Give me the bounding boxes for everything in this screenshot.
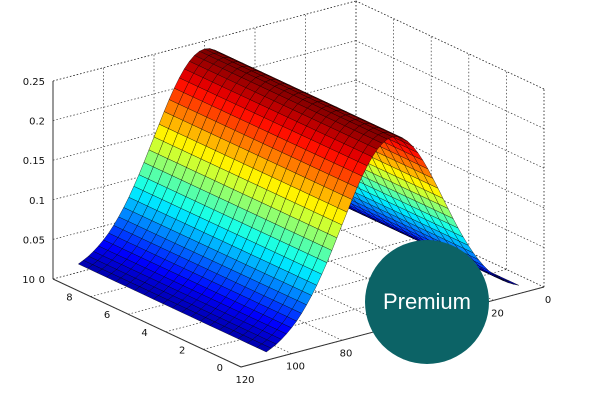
y-tick-label: 10 <box>22 275 35 286</box>
premium-badge: Premium <box>365 240 489 364</box>
x-tick-label: 100 <box>286 362 305 373</box>
y-tick-label: 2 <box>179 345 185 356</box>
z-tick-label: 0.15 <box>23 156 45 167</box>
z-tick-label: 0.2 <box>29 117 45 128</box>
z-tick-label: 0 <box>39 275 45 286</box>
side-wall-grid-line <box>355 40 545 129</box>
y-tick-label: 8 <box>66 293 72 304</box>
x-tick-label: 80 <box>340 348 353 359</box>
x-tick-label: 0 <box>545 295 551 306</box>
z-tick-label: 0.05 <box>23 235 45 246</box>
box-edge <box>355 0 545 90</box>
premium-badge-label: Premium <box>382 289 471 314</box>
surface-patch <box>504 279 519 286</box>
x-tick-label: 20 <box>491 308 504 319</box>
side-wall-grid-line <box>355 79 545 169</box>
y-tick-label: 0 <box>217 363 223 374</box>
z-tick-label: 0.1 <box>29 196 45 207</box>
x-tick-label: 120 <box>235 375 254 386</box>
y-tick-label: 6 <box>104 310 110 321</box>
z-tick-label: 0.25 <box>23 77 45 88</box>
axis-line-y <box>52 278 242 368</box>
surface-patch <box>256 343 272 353</box>
y-tick-label: 4 <box>141 328 147 339</box>
